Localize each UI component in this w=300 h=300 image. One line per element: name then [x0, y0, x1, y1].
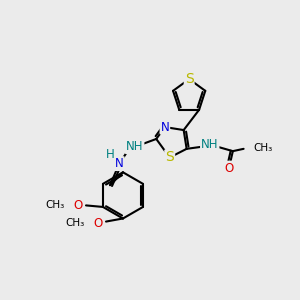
Text: N: N: [160, 121, 169, 134]
Text: O: O: [74, 199, 83, 212]
Text: N: N: [115, 157, 124, 170]
Text: H: H: [106, 148, 114, 161]
Text: S: S: [185, 72, 194, 86]
Text: O: O: [224, 162, 234, 175]
Text: CH₃: CH₃: [65, 218, 85, 228]
Text: NH: NH: [126, 140, 143, 153]
Text: CH₃: CH₃: [254, 143, 273, 153]
Text: S: S: [165, 151, 174, 164]
Text: CH₃: CH₃: [45, 200, 64, 210]
Text: NH: NH: [201, 139, 218, 152]
Text: O: O: [94, 217, 103, 230]
